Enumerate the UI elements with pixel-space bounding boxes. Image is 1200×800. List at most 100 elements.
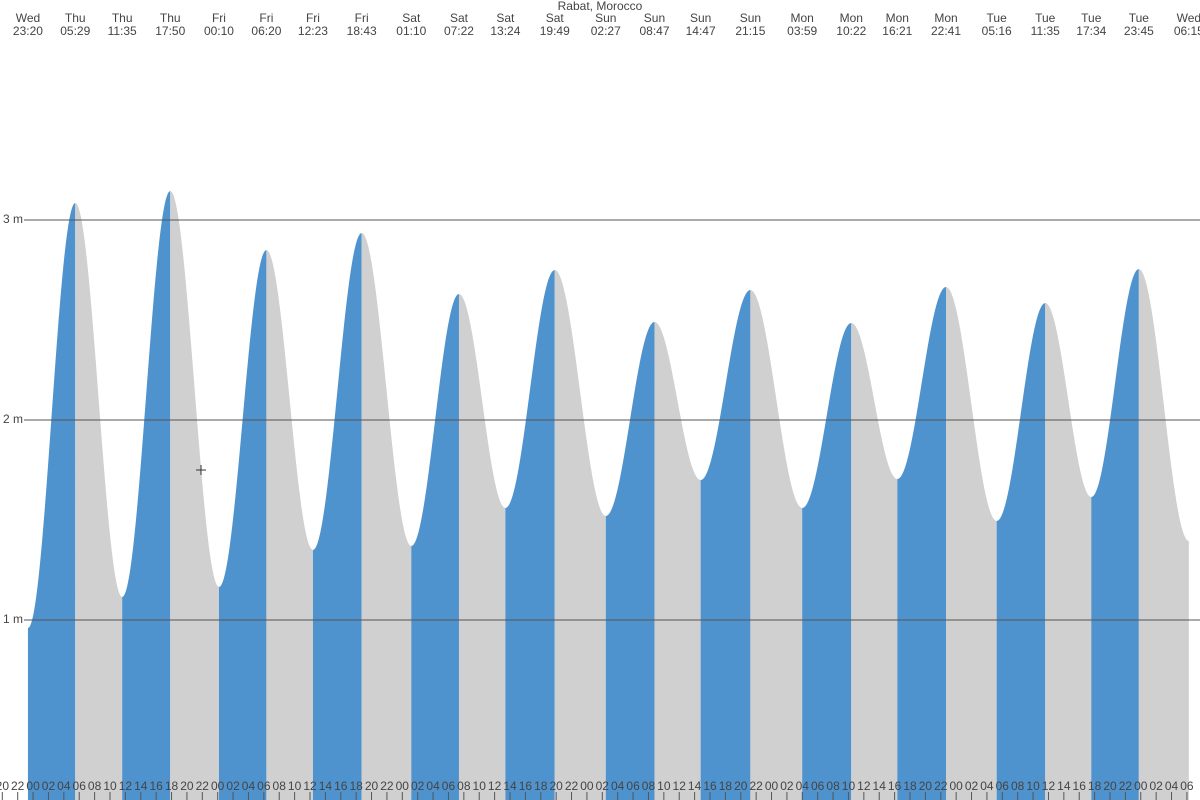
x-tick-label: 06 bbox=[257, 779, 271, 793]
x-tick-label: 18 bbox=[165, 779, 179, 793]
extreme-day: Wed bbox=[1177, 11, 1200, 25]
tide-segment bbox=[1138, 269, 1189, 800]
tide-segment bbox=[266, 250, 313, 800]
x-tick-label: 08 bbox=[826, 779, 840, 793]
x-tick-label: 18 bbox=[719, 779, 733, 793]
extreme-day: Sun bbox=[690, 11, 711, 25]
x-tick-label: 20 bbox=[919, 779, 933, 793]
x-tick-label: 04 bbox=[242, 779, 256, 793]
x-tick-label: 00 bbox=[765, 779, 779, 793]
x-tick-label: 10 bbox=[103, 779, 117, 793]
x-tick-label: 02 bbox=[42, 779, 56, 793]
tide-segment bbox=[505, 270, 555, 800]
x-tick-label: 04 bbox=[426, 779, 440, 793]
x-tick-label: 14 bbox=[1057, 779, 1071, 793]
x-tick-label: 08 bbox=[88, 779, 102, 793]
tide-segment bbox=[654, 322, 701, 800]
extreme-time: 23:45 bbox=[1124, 24, 1154, 38]
extreme-time: 06:15 bbox=[1174, 24, 1200, 38]
extreme-time: 21:15 bbox=[735, 24, 765, 38]
x-tick-label: 00 bbox=[396, 779, 410, 793]
tide-segment bbox=[851, 323, 898, 800]
x-tick-label: 10 bbox=[288, 779, 302, 793]
x-tick-label: 02 bbox=[596, 779, 610, 793]
x-tick-label: 10 bbox=[473, 779, 487, 793]
x-tick-label: 08 bbox=[273, 779, 287, 793]
x-tick-label: 06 bbox=[73, 779, 87, 793]
extreme-time: 03:59 bbox=[787, 24, 817, 38]
chart-title: Rabat, Morocco bbox=[558, 0, 643, 13]
extreme-day: Mon bbox=[840, 11, 863, 25]
extreme-day: Sun bbox=[740, 11, 761, 25]
extreme-day: Mon bbox=[886, 11, 909, 25]
x-tick-label: 20 bbox=[0, 779, 9, 793]
tide-segment bbox=[946, 287, 997, 800]
extreme-day: Sun bbox=[595, 11, 616, 25]
x-tick-label: 02 bbox=[411, 779, 425, 793]
x-tick-label: 16 bbox=[703, 779, 717, 793]
x-tick-label: 18 bbox=[349, 779, 363, 793]
x-tick-label: 16 bbox=[519, 779, 533, 793]
extreme-day: Wed bbox=[16, 11, 40, 25]
x-tick-label: 16 bbox=[1073, 779, 1087, 793]
tide-segment bbox=[996, 303, 1046, 800]
extreme-time: 17:50 bbox=[155, 24, 185, 38]
extreme-time: 01:10 bbox=[396, 24, 426, 38]
x-tick-label: 20 bbox=[180, 779, 194, 793]
extreme-day: Thu bbox=[65, 11, 86, 25]
extreme-time: 23:20 bbox=[13, 24, 43, 38]
tide-segment bbox=[700, 290, 751, 800]
x-tick-label: 08 bbox=[457, 779, 471, 793]
tide-segment bbox=[312, 233, 362, 800]
x-tick-label: 02 bbox=[1149, 779, 1163, 793]
tide-segment bbox=[605, 322, 655, 800]
x-tick-label: 14 bbox=[319, 779, 333, 793]
x-tick-label: 10 bbox=[1026, 779, 1040, 793]
extreme-time: 14:47 bbox=[686, 24, 716, 38]
x-tick-label: 20 bbox=[365, 779, 379, 793]
extreme-day: Mon bbox=[791, 11, 814, 25]
x-tick-label: 16 bbox=[149, 779, 163, 793]
x-tick-label: 06 bbox=[996, 779, 1010, 793]
tide-segment bbox=[75, 203, 123, 800]
x-tick-label: 18 bbox=[1088, 779, 1102, 793]
extreme-time: 22:41 bbox=[931, 24, 961, 38]
tide-segment bbox=[218, 250, 267, 800]
cursor bbox=[196, 465, 206, 475]
y-tick-label: 3 m bbox=[3, 212, 23, 226]
extreme-time: 07:22 bbox=[444, 24, 474, 38]
tide-segment bbox=[122, 191, 171, 800]
extreme-time: 11:35 bbox=[1031, 24, 1060, 38]
extreme-time: 10:22 bbox=[836, 24, 866, 38]
x-tick-label: 08 bbox=[1011, 779, 1025, 793]
x-tick-label: 02 bbox=[965, 779, 979, 793]
x-tick-label: 12 bbox=[119, 779, 133, 793]
extreme-time: 08:47 bbox=[639, 24, 669, 38]
tide-segment bbox=[1091, 269, 1139, 800]
x-tick-label: 16 bbox=[888, 779, 902, 793]
x-tick-label: 06 bbox=[811, 779, 825, 793]
x-tick-label: 04 bbox=[1165, 779, 1179, 793]
x-tick-label: 18 bbox=[903, 779, 917, 793]
x-tick-label: 22 bbox=[380, 779, 394, 793]
extreme-time: 17:34 bbox=[1076, 24, 1106, 38]
extreme-day: Tue bbox=[1081, 11, 1102, 25]
extreme-day: Sat bbox=[450, 11, 469, 25]
x-tick-label: 12 bbox=[1042, 779, 1056, 793]
x-tick-label: 22 bbox=[196, 779, 210, 793]
x-tick-label: 14 bbox=[688, 779, 702, 793]
tide-segment bbox=[361, 233, 412, 800]
extreme-day: Tue bbox=[987, 11, 1008, 25]
x-tick-label: 04 bbox=[796, 779, 810, 793]
x-tick-label: 04 bbox=[611, 779, 625, 793]
x-tick-label: 14 bbox=[134, 779, 148, 793]
x-tick-label: 02 bbox=[780, 779, 794, 793]
extreme-day: Thu bbox=[112, 11, 133, 25]
tide-segment bbox=[897, 287, 947, 800]
y-tick-label: 1 m bbox=[3, 612, 23, 626]
extreme-day: Mon bbox=[934, 11, 957, 25]
extreme-time: 19:49 bbox=[540, 24, 570, 38]
x-tick-label: 12 bbox=[303, 779, 317, 793]
extreme-day: Fri bbox=[306, 11, 320, 25]
